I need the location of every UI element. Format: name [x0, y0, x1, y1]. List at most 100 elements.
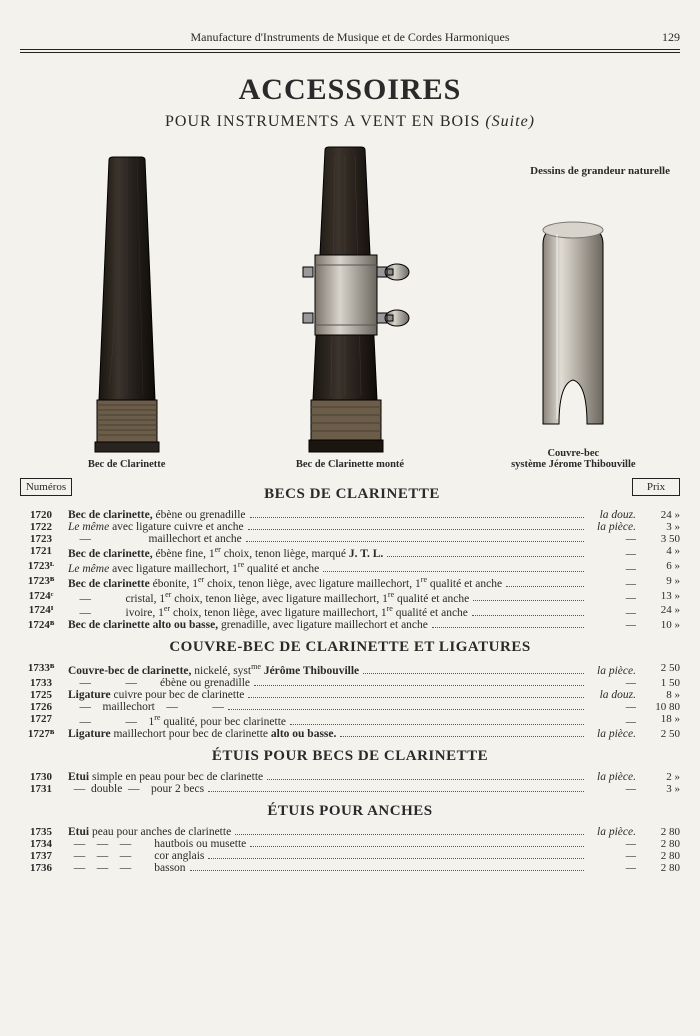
catalog-row: 1724ᶜ — cristal, 1er choix, tenon liège,…: [20, 590, 680, 605]
catalog-section: COUVRE-BEC DE CLARINETTE ET LIGATURES173…: [20, 639, 680, 740]
row-price: 3 50: [642, 533, 680, 545]
row-number: 1737: [20, 850, 62, 862]
row-number: 1735: [20, 826, 62, 838]
caption-couvre-bec: Couvre-bec système Jérome Thibouville: [511, 448, 635, 470]
catalog-row: 1724ᴮ Bec de clarinette alto ou basse, gr…: [20, 619, 680, 631]
row-text: Bec de clarinette alto ou basse, grenadi…: [68, 619, 428, 631]
row-number: 1733ᴮ: [20, 662, 62, 674]
row-description: — — ébène ou grenadille—: [68, 677, 636, 689]
row-price: 3 »: [642, 783, 680, 795]
row-text: Bec de clarinette ébonite, 1er choix, te…: [68, 575, 502, 590]
row-price: 18 »: [642, 713, 680, 725]
row-text: — — — cor anglais: [68, 850, 204, 862]
row-unit: —: [588, 592, 636, 604]
row-description: Etui peau pour anches de clarinettela pi…: [68, 826, 636, 838]
col-header-numeros: Numéros: [20, 478, 72, 496]
leader-dots: [208, 783, 584, 792]
row-unit: —: [588, 533, 636, 545]
row-text: Couvre-bec de clarinette, nickelé, systm…: [68, 662, 359, 677]
row-text: — — ébène ou grenadille: [68, 677, 250, 689]
row-text: Etui simple en peau pour bec de clarinet…: [68, 771, 263, 783]
row-price: 24 »: [642, 604, 680, 616]
leader-dots: [506, 578, 584, 587]
leader-dots: [254, 677, 584, 686]
row-unit: —: [588, 783, 636, 795]
row-price: 10 80: [642, 701, 680, 713]
header-rule: [20, 49, 680, 53]
page-title: ACCESSOIRES: [20, 73, 680, 107]
row-price: 2 50: [642, 728, 680, 740]
row-unit: —: [588, 548, 636, 560]
catalog-section: NumérosBECS DE CLARINETTEPrix1720Bec de …: [20, 478, 680, 631]
row-text: — — — hautbois ou musette: [68, 838, 246, 850]
row-description: — — 1re qualité, pour bec clarinette—: [68, 713, 636, 728]
row-unit: —: [588, 607, 636, 619]
row-text: Bec de clarinette, ébène fine, 1er choix…: [68, 545, 383, 560]
row-price: 2 80: [642, 826, 680, 838]
row-number: 1723ᴸ: [20, 560, 62, 572]
row-price: 2 80: [642, 838, 680, 850]
row-description: — maillechort et anche—: [68, 533, 636, 545]
row-number: 1724ᶜ: [20, 590, 62, 602]
row-description: — — — hautbois ou musette —: [68, 838, 636, 850]
row-description: Ligature maillechort pour bec de clarine…: [68, 728, 636, 740]
row-number: 1736: [20, 862, 62, 874]
row-unit: la pièce.: [588, 665, 636, 677]
catalog-row: 1723ᴸ Le même avec ligature maillechort, …: [20, 560, 680, 575]
row-text: Ligature cuivre pour bec de clarinette: [68, 689, 244, 701]
row-unit: —: [588, 862, 636, 874]
row-description: — cristal, 1er choix, tenon liège, avec …: [68, 590, 636, 605]
row-text: Le même avec ligature cuivre et anche: [68, 521, 244, 533]
illustration-row: Dessins de grandeur naturelle: [20, 145, 680, 470]
leader-dots: [208, 850, 584, 859]
row-number: 1723: [20, 533, 62, 545]
row-number: 1724ᴮ: [20, 619, 62, 631]
catalog-row: 1726 — maillechort — ——10 80: [20, 701, 680, 713]
row-text: Bec de clarinette, ébène ou grenadille: [68, 509, 246, 521]
section-header-row: NumérosBECS DE CLARINETTEPrix: [20, 478, 680, 509]
row-price: 24 »: [642, 509, 680, 521]
catalog-row: 1721 Bec de clarinette, ébène fine, 1er c…: [20, 545, 680, 560]
catalog-row: 1724ᴵ — ivoire, 1er choix, tenon liège, …: [20, 604, 680, 619]
catalog-body: NumérosBECS DE CLARINETTEPrix1720Bec de …: [20, 478, 680, 874]
catalog-row: 1730Etui simple en peau pour bec de clar…: [20, 771, 680, 783]
catalog-row: 1722 Le même avec ligature cuivre et anch…: [20, 521, 680, 533]
row-description: Couvre-bec de clarinette, nickelé, systm…: [68, 662, 636, 677]
row-text: Etui peau pour anches de clarinette: [68, 826, 231, 838]
row-price: 2 80: [642, 862, 680, 874]
row-number: 1727: [20, 713, 62, 725]
catalog-row: 1731 — double — pour 2 becs—3 »: [20, 783, 680, 795]
subtitle-text: POUR INSTRUMENTS A VENT EN BOIS: [165, 113, 480, 130]
leader-dots: [340, 728, 584, 737]
leader-dots: [246, 533, 584, 542]
row-number: 1727ᴮ: [20, 728, 62, 740]
leader-dots: [472, 607, 584, 616]
catalog-row: 1735 Etui peau pour anches de clarinettel…: [20, 826, 680, 838]
row-price: 1 50: [642, 677, 680, 689]
leader-dots: [363, 665, 584, 674]
row-description: — — — basson —: [68, 862, 636, 874]
row-text: — — — basson: [68, 862, 186, 874]
caption-couvre-bec-l2: système Jérome Thibouville: [511, 459, 635, 470]
row-description: — maillechort — ——: [68, 701, 636, 713]
row-price: 4 »: [642, 545, 680, 557]
illustration-bec-monte: Bec de Clarinette monté: [243, 145, 456, 470]
catalog-row: 1727 — — 1re qualité, pour bec clarinett…: [20, 713, 680, 728]
row-text: — cristal, 1er choix, tenon liège, avec …: [68, 590, 469, 605]
row-unit: la douz.: [588, 689, 636, 701]
row-unit: —: [588, 838, 636, 850]
row-unit: la pièce.: [588, 728, 636, 740]
row-description: Bec de clarinette, ébène ou grenadillela…: [68, 509, 636, 521]
row-price: 8 »: [642, 689, 680, 701]
col-header-prix: Prix: [632, 478, 680, 496]
row-description: — — — cor anglais—: [68, 850, 636, 862]
leader-dots: [323, 563, 584, 572]
leader-dots: [248, 689, 584, 698]
catalog-row: 1733ᴮ Couvre-bec de clarinette, nickelé, …: [20, 662, 680, 677]
row-number: 1722: [20, 521, 62, 533]
row-number: 1721: [20, 545, 62, 557]
row-unit: la pièce.: [588, 521, 636, 533]
row-text: — maillechort — —: [68, 701, 224, 713]
page-number: 129: [662, 30, 680, 45]
row-description: Le même avec ligature maillechort, 1re q…: [68, 560, 636, 575]
